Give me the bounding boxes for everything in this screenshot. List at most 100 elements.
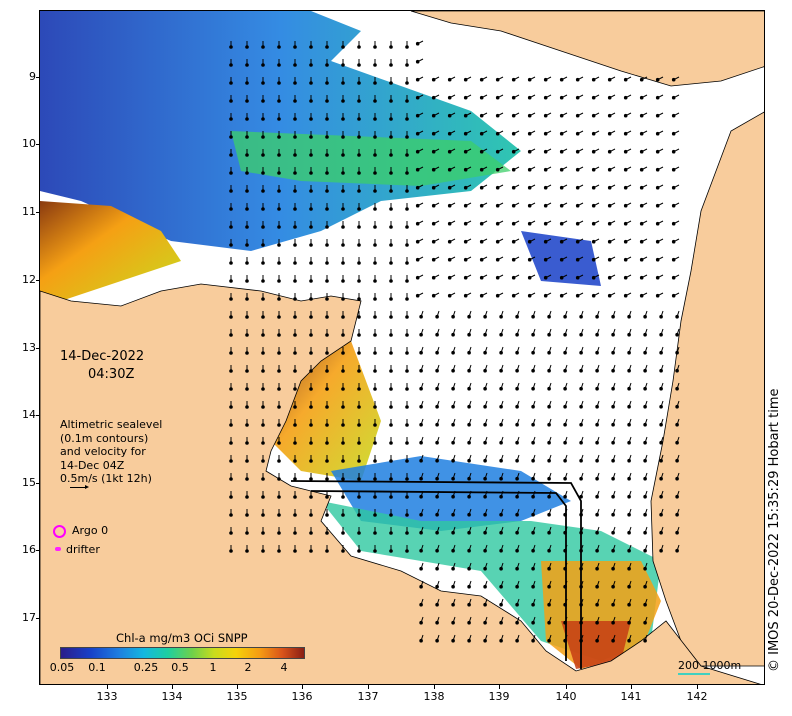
current-arrow-head [643,548,647,553]
current-arrow-head [341,171,345,175]
current-arrow-head [499,314,503,319]
current-arrow-head [499,494,503,499]
argo-label: Argo 0 [72,524,109,537]
current-arrow-head [419,404,423,409]
current-arrow-head [405,531,409,535]
current-arrow-head [341,189,345,193]
current-arrow-head [447,149,452,154]
current-arrow-head [591,149,596,154]
current-arrow-head [575,203,580,208]
current-arrow-head [627,314,631,319]
current-arrow-head [575,239,580,244]
current-arrow-head [419,458,423,463]
current-arrow-head [547,386,551,391]
current-arrow-head [341,459,345,463]
current-arrow-head [435,566,439,571]
current-arrow-head [611,548,615,553]
current-arrow-head [575,185,580,190]
current-arrow-head [309,243,313,247]
current-arrow-head [229,81,233,85]
current-arrow-head [341,423,345,427]
current-arrow-head [543,131,548,136]
current-arrow-head [293,135,297,139]
current-arrow-head [415,167,420,172]
current-arrow-head [479,257,484,262]
current-arrow-head [415,203,420,208]
current-arrow-head [229,99,233,103]
current-arrow-head [607,275,612,280]
current-arrow-head [547,548,551,553]
current-arrow-head [405,423,409,427]
current-arrow-head [499,638,503,643]
current-arrow-head [357,459,361,463]
current-arrow-head [595,386,599,391]
current-arrow-head [419,494,423,499]
current-arrow-head [245,549,249,553]
current-arrow-head [293,387,297,391]
current-arrow-head [623,149,628,154]
map-frame[interactable] [39,10,765,685]
current-arrow-head [245,279,249,283]
current-arrow-head [627,548,631,553]
current-arrow-head [405,135,409,139]
current-arrow-head [309,351,313,355]
current-arrow-head [511,185,516,190]
current-arrow-head [341,315,345,319]
current-arrow-head [627,386,631,391]
current-arrow-head [515,422,519,427]
current-arrow-head [463,203,468,208]
current-arrow-head [341,207,345,211]
current-arrow-head [325,153,329,157]
current-arrow-head [483,404,487,409]
current-arrow-head [611,422,615,427]
current-arrow-head [447,131,452,136]
current-arrow-head [293,189,297,193]
current-arrow-head [463,185,468,190]
current-arrow-head [415,41,420,46]
current-arrow-head [595,566,599,571]
current-arrow-head [261,81,265,85]
chl-patch-west-coast [40,201,181,301]
current-arrow-head [405,495,409,499]
current-arrow-head [451,350,455,355]
current-arrow-head [627,440,631,445]
current-arrow-head [261,513,265,517]
current-arrow-head [623,113,628,118]
current-arrow-head [643,602,647,607]
map-canvas [40,11,764,684]
current-arrow-head [463,77,468,82]
current-arrow-head [467,602,471,607]
current-arrow-head [595,602,599,607]
current-arrow-head [389,531,393,535]
current-arrow-head [277,135,281,139]
current-arrow-head [627,350,631,355]
current-arrow-head [309,369,313,373]
current-arrow-head [419,440,423,445]
current-arrow-head [389,459,393,463]
current-arrow-head [435,404,439,409]
current-arrow-head [531,512,535,517]
current-arrow-head [611,530,615,535]
current-arrow-head [639,239,644,244]
current-arrow-head [405,153,409,157]
current-arrow-head [325,513,329,517]
current-arrow-head [531,368,535,373]
current-arrow-head [341,441,345,445]
current-arrow-head [447,95,452,100]
copyright-notice: © IMOS 20-Dec-2022 15:35:29 Hobart time [767,388,782,672]
current-arrow-head [607,239,612,244]
latitude-tick-label: 13 [22,341,36,354]
current-arrow-head [357,423,361,427]
current-arrow-head [643,332,647,337]
current-arrow-head [261,279,265,283]
current-arrow-head [373,81,377,85]
current-arrow-head [435,458,439,463]
current-arrow-head [325,207,329,211]
current-arrow-head [389,135,393,139]
current-arrow-head [341,531,345,535]
current-arrow-head [415,221,420,226]
current-arrow-head [325,189,329,193]
current-arrow-head [415,59,420,64]
current-arrow-head [479,239,484,244]
legend-line: and velocity for [60,445,146,458]
